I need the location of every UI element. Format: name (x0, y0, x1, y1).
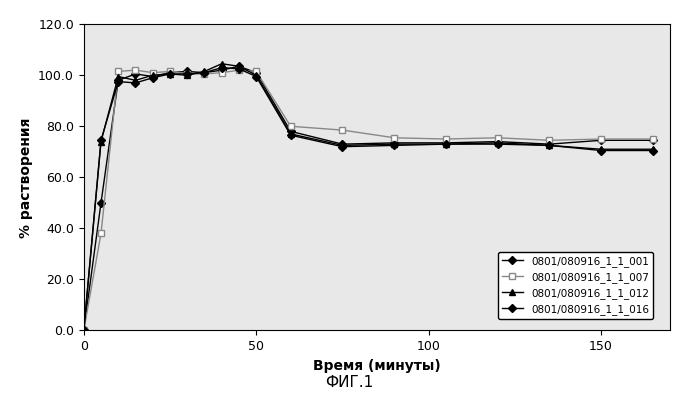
0801/080916_1_1_007 (80, 328, 88, 333)
0801/080916_1_1_007 (648, 137, 657, 141)
0801/080916_1_1_012 (252, 73, 260, 78)
0801/080916_1_1_012 (390, 142, 399, 147)
0801/080916_1_1_016 (286, 133, 295, 138)
0801/080916_1_1_007 (97, 231, 105, 236)
0801/080916_1_1_012 (597, 147, 605, 152)
0801/080916_1_1_001 (97, 200, 105, 205)
0801/080916_1_1_016 (339, 144, 347, 149)
0801/080916_1_1_007 (597, 137, 605, 141)
0801/080916_1_1_012 (648, 147, 657, 152)
0801/080916_1_1_012 (235, 64, 243, 69)
0801/080916_1_1_007 (218, 70, 226, 75)
0801/080916_1_1_012 (183, 73, 191, 78)
0801/080916_1_1_016 (97, 138, 105, 143)
0801/080916_1_1_001 (493, 139, 502, 144)
0801/080916_1_1_001 (218, 68, 226, 73)
0801/080916_1_1_012 (286, 131, 295, 136)
0801/080916_1_1_001 (80, 328, 88, 333)
0801/080916_1_1_001 (200, 70, 209, 75)
0801/080916_1_1_012 (200, 69, 209, 74)
0801/080916_1_1_001 (166, 70, 174, 75)
0801/080916_1_1_016 (442, 142, 450, 147)
0801/080916_1_1_001 (252, 70, 260, 75)
0801/080916_1_1_001 (390, 141, 399, 145)
0801/080916_1_1_016 (390, 143, 399, 148)
0801/080916_1_1_007 (166, 69, 174, 74)
0801/080916_1_1_012 (339, 143, 347, 148)
0801/080916_1_1_016 (114, 79, 122, 84)
0801/080916_1_1_012 (97, 139, 105, 144)
0801/080916_1_1_001 (114, 78, 122, 83)
0801/080916_1_1_007 (131, 68, 140, 73)
0801/080916_1_1_012 (131, 78, 140, 83)
0801/080916_1_1_016 (131, 81, 140, 85)
0801/080916_1_1_001 (339, 142, 347, 147)
0801/080916_1_1_016 (149, 75, 157, 80)
0801/080916_1_1_007 (442, 137, 450, 141)
Y-axis label: % растворения: % растворения (19, 117, 33, 237)
0801/080916_1_1_016 (597, 148, 605, 153)
0801/080916_1_1_001 (235, 64, 243, 69)
0801/080916_1_1_007 (286, 124, 295, 129)
0801/080916_1_1_016 (545, 143, 554, 148)
0801/080916_1_1_007 (149, 70, 157, 75)
0801/080916_1_1_001 (149, 74, 157, 79)
0801/080916_1_1_012 (149, 73, 157, 78)
0801/080916_1_1_007 (235, 68, 243, 73)
0801/080916_1_1_012 (80, 328, 88, 333)
X-axis label: Время (минуты): Время (минуты) (313, 359, 441, 373)
0801/080916_1_1_012 (442, 142, 450, 147)
0801/080916_1_1_016 (235, 66, 243, 71)
0801/080916_1_1_012 (545, 143, 554, 148)
0801/080916_1_1_007 (339, 128, 347, 133)
Line: 0801/080916_1_1_016: 0801/080916_1_1_016 (81, 65, 655, 333)
0801/080916_1_1_016 (252, 74, 260, 79)
0801/080916_1_1_001 (183, 69, 191, 74)
0801/080916_1_1_016 (80, 328, 88, 333)
0801/080916_1_1_012 (493, 141, 502, 145)
0801/080916_1_1_016 (648, 148, 657, 153)
0801/080916_1_1_012 (166, 72, 174, 77)
0801/080916_1_1_007 (114, 69, 122, 74)
0801/080916_1_1_007 (545, 138, 554, 143)
Line: 0801/080916_1_1_012: 0801/080916_1_1_012 (80, 60, 656, 334)
0801/080916_1_1_007 (493, 135, 502, 140)
0801/080916_1_1_007 (183, 72, 191, 77)
0801/080916_1_1_007 (200, 72, 209, 77)
Legend: 0801/080916_1_1_001, 0801/080916_1_1_007, 0801/080916_1_1_012, 0801/080916_1_1_0: 0801/080916_1_1_001, 0801/080916_1_1_007… (498, 251, 653, 319)
0801/080916_1_1_007 (252, 69, 260, 74)
0801/080916_1_1_001 (597, 138, 605, 143)
0801/080916_1_1_001 (286, 129, 295, 134)
0801/080916_1_1_016 (218, 65, 226, 70)
0801/080916_1_1_001 (648, 138, 657, 143)
0801/080916_1_1_001 (545, 142, 554, 147)
Line: 0801/080916_1_1_001: 0801/080916_1_1_001 (81, 64, 655, 333)
0801/080916_1_1_007 (390, 135, 399, 140)
0801/080916_1_1_012 (218, 61, 226, 66)
0801/080916_1_1_001 (131, 72, 140, 77)
Line: 0801/080916_1_1_007: 0801/080916_1_1_007 (81, 67, 655, 333)
Text: ФИГ.1: ФИГ.1 (325, 375, 373, 390)
0801/080916_1_1_012 (114, 74, 122, 79)
0801/080916_1_1_016 (200, 70, 209, 75)
0801/080916_1_1_016 (183, 72, 191, 77)
0801/080916_1_1_016 (493, 142, 502, 147)
0801/080916_1_1_016 (166, 72, 174, 77)
0801/080916_1_1_001 (442, 141, 450, 145)
